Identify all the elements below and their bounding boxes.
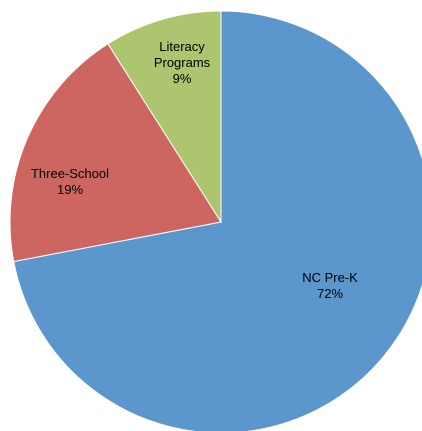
slice-percent-label: 19% (57, 182, 83, 197)
slice-percent-label: 72% (317, 286, 343, 301)
pie-slice-literacy-programs (107, 10, 222, 224)
pie-slice-nc-pre-k (13, 10, 422, 431)
pie-slices (9, 10, 422, 431)
slice-label: Three-School (31, 166, 109, 181)
slice-label: NC Pre-K (302, 270, 358, 285)
slice-percent-label: 9% (173, 71, 192, 86)
slice-label: Literacy Programs (154, 39, 211, 70)
pie-slice-three-school (9, 43, 222, 263)
